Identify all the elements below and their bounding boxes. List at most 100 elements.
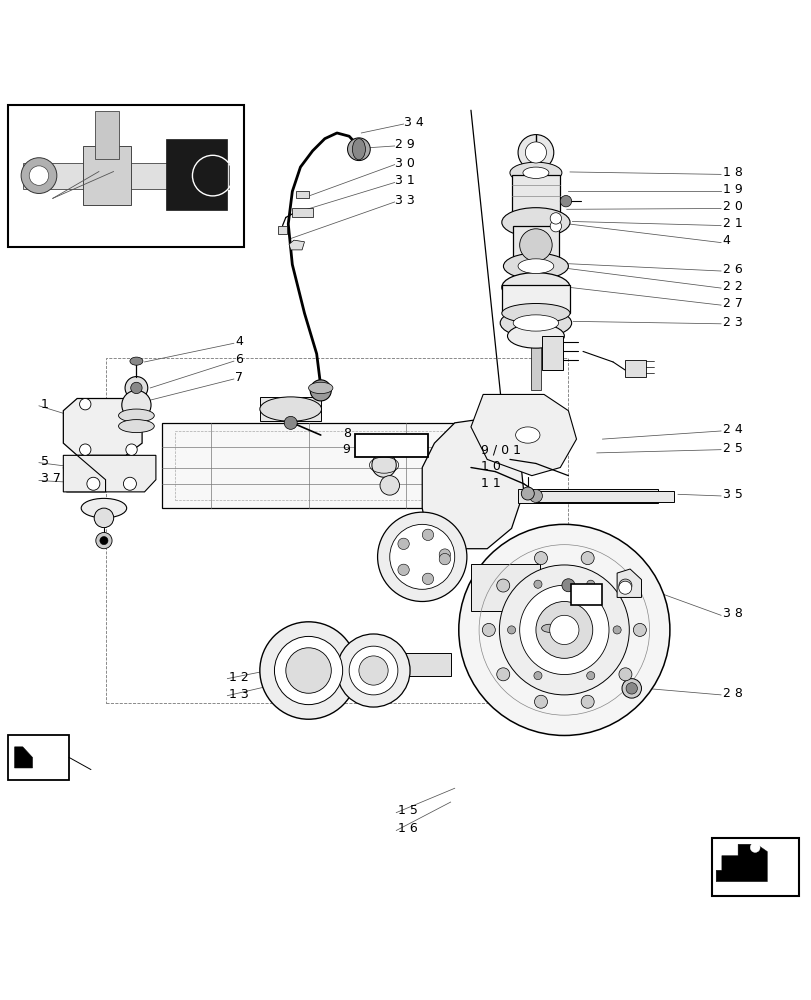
Circle shape — [358, 656, 388, 685]
Circle shape — [377, 512, 466, 601]
Circle shape — [79, 398, 91, 410]
Bar — [511, 175, 560, 220]
Ellipse shape — [509, 162, 561, 183]
Text: 3 1: 3 1 — [395, 174, 414, 187]
Polygon shape — [63, 455, 105, 492]
Text: 1 . 4 0: 1 . 4 0 — [367, 438, 415, 453]
Circle shape — [87, 477, 100, 490]
Bar — [8, 105, 243, 247]
Text: 5: 5 — [41, 455, 49, 468]
Ellipse shape — [501, 273, 569, 302]
Circle shape — [439, 553, 450, 565]
Bar — [535, 491, 673, 502]
Bar — [470, 564, 539, 611]
Ellipse shape — [501, 208, 569, 237]
Ellipse shape — [513, 315, 558, 331]
Circle shape — [550, 221, 561, 232]
Text: 1 0: 1 0 — [480, 460, 500, 473]
Bar — [711, 838, 798, 896]
Text: 2 0: 2 0 — [722, 200, 741, 213]
Text: 9: 9 — [342, 443, 350, 456]
Bar — [542, 336, 562, 370]
Text: 1 5: 1 5 — [397, 804, 417, 817]
Ellipse shape — [501, 303, 569, 323]
Circle shape — [100, 537, 108, 545]
Polygon shape — [289, 240, 304, 250]
Bar — [501, 285, 569, 313]
Ellipse shape — [541, 624, 557, 632]
Bar — [23, 163, 229, 189]
Circle shape — [586, 672, 594, 680]
Text: 2 9: 2 9 — [395, 138, 414, 151]
Circle shape — [586, 580, 594, 588]
Text: 2 5: 2 5 — [722, 442, 741, 455]
Circle shape — [517, 135, 553, 170]
Bar — [95, 111, 119, 159]
Polygon shape — [166, 139, 227, 210]
Text: 1 3: 1 3 — [229, 688, 248, 701]
Circle shape — [126, 444, 137, 455]
Circle shape — [749, 843, 759, 852]
Circle shape — [284, 416, 297, 429]
Text: 1: 1 — [41, 398, 49, 411]
Polygon shape — [296, 191, 308, 198]
Bar — [174, 431, 460, 500]
Text: 2 1: 2 1 — [722, 217, 741, 230]
Circle shape — [561, 579, 574, 592]
Polygon shape — [470, 394, 576, 476]
Circle shape — [380, 476, 399, 495]
Circle shape — [260, 622, 357, 719]
Circle shape — [397, 538, 409, 550]
Circle shape — [79, 444, 91, 455]
Circle shape — [496, 579, 509, 592]
Circle shape — [21, 158, 57, 193]
Circle shape — [534, 552, 547, 565]
Circle shape — [533, 672, 541, 680]
Circle shape — [581, 552, 594, 565]
Circle shape — [534, 695, 547, 708]
Bar — [624, 360, 645, 377]
Circle shape — [519, 229, 551, 261]
Ellipse shape — [517, 259, 553, 273]
Text: 2 6: 2 6 — [722, 263, 741, 276]
Text: 1 6: 1 6 — [397, 822, 417, 835]
Ellipse shape — [352, 139, 365, 160]
Circle shape — [285, 648, 331, 693]
Circle shape — [549, 615, 578, 645]
Text: 3 6: 3 6 — [600, 620, 620, 633]
Circle shape — [274, 636, 342, 705]
Circle shape — [612, 626, 620, 634]
Circle shape — [499, 565, 629, 695]
Polygon shape — [63, 455, 156, 492]
Ellipse shape — [515, 427, 539, 443]
Text: 4: 4 — [235, 335, 243, 348]
Circle shape — [131, 382, 142, 394]
Circle shape — [422, 529, 433, 541]
Circle shape — [519, 585, 608, 675]
Polygon shape — [15, 747, 32, 768]
Text: 3 0: 3 0 — [395, 157, 414, 170]
Polygon shape — [715, 844, 766, 882]
Circle shape — [347, 138, 370, 161]
Text: 6: 6 — [235, 353, 243, 366]
Circle shape — [422, 573, 433, 585]
Bar — [162, 423, 470, 508]
Ellipse shape — [118, 420, 154, 433]
Bar — [337, 653, 450, 676]
Circle shape — [482, 623, 495, 636]
Ellipse shape — [522, 167, 548, 178]
Text: 3 4: 3 4 — [404, 116, 423, 129]
Circle shape — [126, 398, 137, 410]
Circle shape — [581, 695, 594, 708]
Circle shape — [29, 166, 49, 185]
Circle shape — [621, 679, 641, 698]
Text: 2 8: 2 8 — [722, 687, 741, 700]
Polygon shape — [422, 419, 523, 549]
Text: 3 5: 3 5 — [722, 488, 741, 501]
Bar — [8, 735, 69, 780]
Text: 2 2: 2 2 — [722, 280, 741, 293]
Text: 4: 4 — [722, 234, 730, 247]
Bar — [545, 630, 553, 658]
Ellipse shape — [130, 357, 143, 365]
Text: 1 4: 1 4 — [600, 603, 620, 616]
